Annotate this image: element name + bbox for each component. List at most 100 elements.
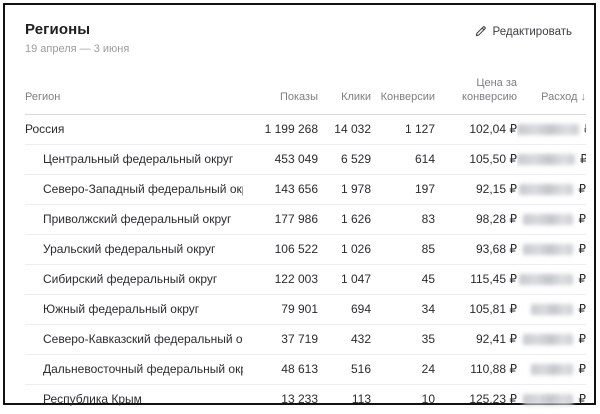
clicks-cell: 1 626 bbox=[318, 204, 371, 235]
impressions-cell: 143 656 bbox=[243, 174, 318, 205]
clicks-cell: 6 529 bbox=[318, 144, 371, 175]
currency-symbol: ₽ bbox=[578, 331, 586, 346]
cpa-cell: 102,04 ₽ bbox=[435, 114, 517, 145]
regions-panel: Регионы 19 апреля — 3 июня Редактировать… bbox=[3, 3, 596, 406]
spend-cell: ₽ bbox=[517, 384, 586, 414]
masked-spend-value bbox=[523, 213, 574, 225]
edit-button[interactable]: Редактировать bbox=[474, 25, 572, 38]
table-row: Уральский федеральный округ 106 522 1 02… bbox=[25, 234, 586, 265]
conversions-cell: 1 127 bbox=[371, 114, 435, 145]
region-cell: Северо-Западный федеральный округ bbox=[25, 174, 243, 205]
currency-symbol: ₽ bbox=[578, 391, 586, 406]
sort-desc-icon: ↓ bbox=[580, 90, 587, 103]
currency-symbol: ₽ bbox=[578, 361, 586, 376]
cpa-cell: 115,45 ₽ bbox=[435, 264, 517, 295]
impressions-cell: 106 522 bbox=[243, 234, 318, 265]
masked-spend-value bbox=[523, 333, 574, 345]
column-header-cpa[interactable]: Цена за конверсию bbox=[435, 77, 517, 115]
clicks-cell: 1 026 bbox=[318, 234, 371, 265]
cpa-cell: 105,81 ₽ bbox=[435, 294, 517, 325]
edit-button-label: Редактировать bbox=[492, 25, 572, 38]
region-cell: Республика Крым bbox=[43, 391, 142, 406]
table-body: Россия 1 199 268 14 032 1 127 102,04 ₽ ₽… bbox=[25, 114, 586, 414]
spend-cell: ₽ bbox=[517, 354, 586, 385]
impressions-cell: 122 003 bbox=[243, 264, 318, 295]
table-row: Дальневосточный федеральный округ 48 613… bbox=[25, 354, 586, 385]
spend-cell: ₽ bbox=[517, 144, 586, 175]
region-cell: Центральный федеральный округ bbox=[25, 144, 243, 175]
date-range: 19 апреля — 3 июня bbox=[25, 43, 130, 55]
clicks-cell: 694 bbox=[318, 294, 371, 325]
spend-cell: ₽ bbox=[517, 264, 586, 295]
table-row: Республика Крым 13 233 113 10 125,23 ₽ ₽ bbox=[25, 384, 586, 414]
clicks-cell: 1 047 bbox=[318, 264, 371, 295]
cpa-cell: 105,50 ₽ bbox=[435, 144, 517, 175]
currency-symbol: ₽ bbox=[578, 301, 586, 316]
masked-spend-value bbox=[519, 273, 574, 285]
table-row: Северо-Кавказский федеральный округ 37 7… bbox=[25, 324, 586, 355]
table-row: Сибирский федеральный округ 122 003 1 04… bbox=[25, 264, 586, 295]
impressions-cell: 79 901 bbox=[243, 294, 318, 325]
column-header-impressions[interactable]: Показы bbox=[243, 77, 318, 115]
currency-symbol: ₽ bbox=[578, 211, 586, 226]
conversions-cell: 10 bbox=[421, 391, 435, 406]
cpa-cell: 125,23 ₽ bbox=[469, 391, 517, 406]
currency-symbol: ₽ bbox=[578, 181, 586, 196]
table-row: Россия 1 199 268 14 032 1 127 102,04 ₽ ₽ bbox=[25, 114, 586, 145]
impressions-cell: 453 049 bbox=[243, 144, 318, 175]
clicks-cell: 1 978 bbox=[318, 174, 371, 205]
region-cell: Приволжский федеральный округ bbox=[25, 204, 243, 235]
conversions-cell: 83 bbox=[371, 204, 435, 235]
table-row: Северо-Западный федеральный округ 143 65… bbox=[25, 174, 586, 205]
spend-cell: ₽ bbox=[517, 294, 586, 325]
column-header-conversions[interactable]: Конверсии bbox=[371, 77, 435, 115]
spend-cell: ₽ bbox=[517, 174, 586, 205]
region-cell: Уральский федеральный округ bbox=[25, 234, 243, 265]
region-cell: Северо-Кавказский федеральный округ bbox=[25, 324, 243, 355]
currency-symbol: ₽ bbox=[578, 271, 586, 286]
masked-spend-value bbox=[531, 303, 574, 315]
conversions-cell: 35 bbox=[371, 324, 435, 355]
pencil-icon bbox=[474, 25, 487, 38]
impressions-cell: 1 199 268 bbox=[243, 114, 318, 145]
impressions-cell: 13 233 bbox=[281, 391, 318, 406]
title-block: Регионы 19 апреля — 3 июня bbox=[25, 21, 129, 55]
cpa-cell: 92,41 ₽ bbox=[435, 324, 517, 355]
table-header-row: Регион Показы Клики Конверсии Цена за ко… bbox=[25, 77, 587, 115]
column-header-clicks[interactable]: Клики bbox=[318, 77, 371, 115]
table-row: Центральный федеральный округ 453 049 6 … bbox=[25, 144, 586, 175]
cpa-cell: 93,68 ₽ bbox=[435, 234, 517, 265]
spend-cell: ₽ bbox=[517, 324, 586, 355]
masked-spend-value bbox=[517, 153, 575, 165]
conversions-cell: 197 bbox=[371, 174, 435, 205]
region-cell: Дальневосточный федеральный округ bbox=[25, 354, 243, 385]
spend-cell: ₽ bbox=[517, 234, 586, 265]
conversions-cell: 614 bbox=[371, 144, 435, 175]
masked-spend-value bbox=[523, 243, 574, 255]
spend-cell: ₽ bbox=[517, 114, 586, 145]
masked-spend-value bbox=[517, 123, 579, 135]
masked-spend-value bbox=[531, 363, 574, 375]
column-header-region[interactable]: Регион bbox=[25, 77, 243, 115]
table-row: Южный федеральный округ 79 901 694 34 10… bbox=[25, 294, 586, 325]
column-header-spend[interactable]: Расход ↓ bbox=[517, 77, 587, 115]
panel-header: Регионы 19 апреля — 3 июня Редактировать bbox=[25, 21, 574, 55]
cpa-cell: 92,15 ₽ bbox=[435, 174, 517, 205]
conversions-cell: 45 bbox=[371, 264, 435, 295]
cpa-cell: 110,88 ₽ bbox=[435, 354, 517, 385]
conversions-cell: 24 bbox=[371, 354, 435, 385]
regions-table: Регион Показы Клики Конверсии Цена за ко… bbox=[25, 77, 586, 414]
cpa-cell: 98,28 ₽ bbox=[435, 204, 517, 235]
masked-spend-value bbox=[519, 183, 574, 195]
table-row: Приволжский федеральный округ 177 986 1 … bbox=[25, 204, 586, 235]
page-title: Регионы bbox=[25, 21, 91, 38]
currency-symbol: ₽ bbox=[584, 122, 586, 136]
impressions-cell: 48 613 bbox=[243, 354, 318, 385]
conversions-cell: 34 bbox=[371, 294, 435, 325]
clicks-cell: 14 032 bbox=[318, 114, 371, 145]
masked-spend-value bbox=[523, 393, 574, 405]
region-cell: Россия bbox=[25, 114, 243, 145]
clicks-cell: 432 bbox=[318, 324, 371, 355]
currency-symbol: ₽ bbox=[580, 152, 586, 166]
region-cell: Сибирский федеральный округ bbox=[25, 264, 243, 295]
